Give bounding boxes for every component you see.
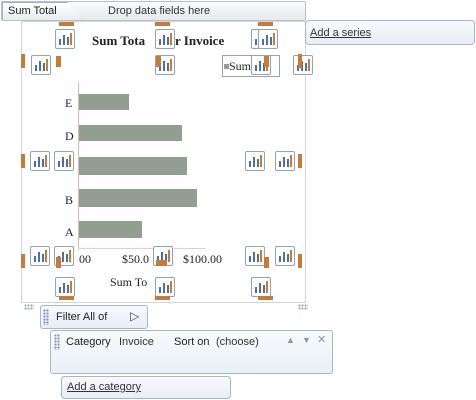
mini-bar-chart-icon[interactable] — [30, 151, 50, 171]
category-label: A — [65, 225, 74, 239]
mini-bar-chart-icon[interactable] — [155, 55, 175, 75]
resize-grip[interactable] — [24, 304, 34, 310]
legend-label: Sum — [229, 59, 252, 73]
bar-e[interactable] — [79, 94, 129, 110]
drop-data-fields-hint: Drop data fields here — [108, 5, 211, 17]
drag-handle-icon[interactable] — [43, 309, 49, 325]
move-up-icon[interactable]: ▲ — [286, 335, 295, 345]
drop-indicator — [56, 56, 61, 67]
category-field-value[interactable]: Invoice — [119, 336, 154, 348]
drop-indicator — [264, 56, 269, 67]
add-series-link[interactable]: Add a series — [310, 27, 372, 39]
category-drop-zone — [61, 376, 231, 399]
drop-indicator — [298, 154, 302, 168]
filter-label[interactable]: Filter All of — [56, 311, 108, 323]
drop-indicator — [264, 257, 269, 268]
add-category-link[interactable]: Add a category — [67, 381, 141, 393]
mini-bar-chart-icon[interactable] — [54, 151, 74, 171]
x-tick-label: $50.0 — [122, 252, 149, 266]
chart-title-left: Sum Tota — [92, 33, 146, 48]
drop-indicator — [155, 296, 170, 300]
bar-c[interactable] — [79, 157, 187, 175]
mini-bar-chart-icon[interactable] — [155, 277, 175, 297]
close-icon[interactable]: ✕ — [317, 334, 327, 346]
drop-indicator — [155, 22, 170, 26]
drop-indicator — [156, 56, 161, 67]
expand-arrow-icon[interactable]: ▷ — [130, 309, 140, 323]
legend-swatch — [224, 64, 229, 69]
plot-left-axis — [78, 82, 79, 250]
mini-bar-chart-icon[interactable] — [55, 29, 75, 49]
mini-bar-chart-icon[interactable] — [275, 151, 295, 171]
mini-bar-chart-icon[interactable] — [155, 29, 175, 49]
drop-indicator — [59, 22, 74, 26]
mini-bar-chart-icon[interactable] — [293, 55, 313, 75]
drop-indicator — [258, 296, 273, 300]
series-drop-zone — [305, 20, 475, 45]
chart-title-right: r Invoice — [175, 33, 225, 48]
drop-indicator — [56, 257, 61, 268]
mini-bar-chart-icon[interactable] — [275, 246, 295, 266]
plot-bottom-axis — [78, 248, 206, 249]
category-label: D — [65, 129, 74, 143]
category-label: B — [65, 193, 74, 207]
data-field-label[interactable]: Sum Total — [8, 5, 57, 17]
mini-bar-chart-icon[interactable] — [245, 151, 265, 171]
x-tick-label: $100.00 — [183, 252, 222, 266]
bar-a[interactable] — [79, 221, 142, 238]
mini-bar-chart-icon[interactable] — [31, 55, 51, 75]
category-field-label: Category — [66, 336, 111, 348]
bar-b[interactable] — [79, 189, 197, 207]
drop-indicator — [298, 54, 302, 68]
mini-bar-chart-icon[interactable] — [30, 246, 50, 266]
mini-bar-chart-icon[interactable] — [55, 277, 75, 297]
bar-d[interactable] — [79, 125, 182, 141]
drop-indicator — [21, 154, 25, 168]
mini-bar-chart-icon[interactable] — [245, 246, 265, 266]
filter-panel[interactable] — [40, 305, 148, 329]
sort-on-label: Sort on — [174, 336, 210, 348]
mini-bar-chart-icon[interactable] — [251, 277, 271, 297]
drop-indicator — [298, 254, 302, 268]
mini-bar-chart-icon[interactable] — [258, 29, 278, 49]
x-axis-title: Sum To — [110, 275, 148, 289]
drop-indicator — [21, 54, 25, 68]
category-label: E — [65, 96, 73, 110]
drop-indicator — [156, 260, 167, 266]
resize-grip[interactable] — [298, 304, 308, 310]
x-tick-label: 00 — [79, 252, 91, 266]
drop-indicator — [258, 22, 273, 26]
move-down-icon[interactable]: ▼ — [302, 335, 311, 345]
drag-handle-icon[interactable] — [54, 334, 60, 350]
category-panel — [50, 330, 333, 374]
drop-indicator — [21, 254, 25, 268]
sort-on-value[interactable]: (choose) — [216, 336, 259, 348]
drop-indicator — [59, 296, 74, 300]
